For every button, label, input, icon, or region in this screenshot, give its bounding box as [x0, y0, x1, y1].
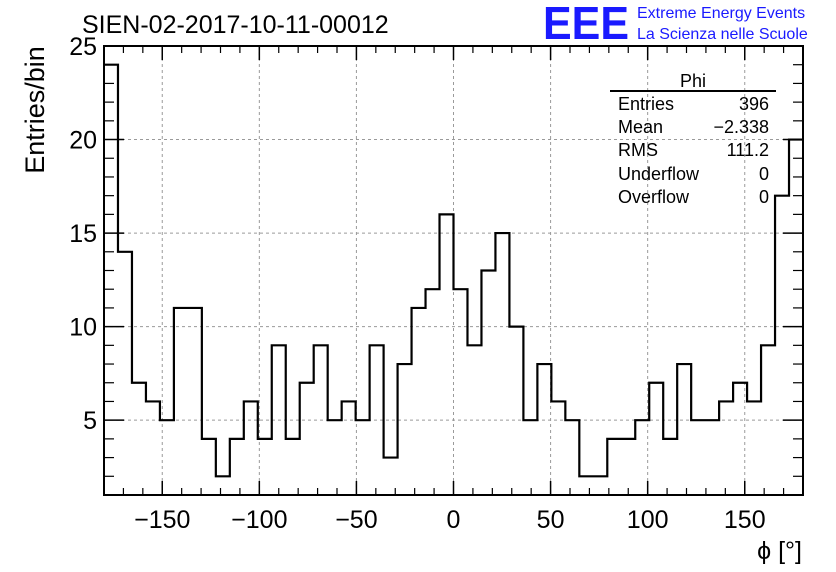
- stats-title: Phi: [680, 71, 706, 91]
- histogram-bin: [621, 439, 635, 495]
- y-tick-label: 25: [69, 33, 97, 61]
- histogram-bin: [258, 439, 272, 495]
- histogram-bin: [649, 383, 663, 495]
- histogram-bin: [789, 140, 803, 495]
- stats-value: −2.338: [713, 117, 769, 137]
- histogram-bin: [328, 420, 342, 495]
- plot-frame: [103, 45, 804, 496]
- y-tick-label: 15: [69, 220, 97, 248]
- histogram-bin: [384, 458, 398, 495]
- histogram-bin: [523, 420, 537, 495]
- histogram-bin: [132, 383, 146, 495]
- histogram-bin: [467, 345, 481, 495]
- x-tick-label: −150: [134, 506, 190, 534]
- histogram-bin: [272, 345, 286, 495]
- histogram-bin: [775, 196, 789, 495]
- histogram-bin: [509, 327, 523, 495]
- stats-label: Entries: [618, 94, 674, 114]
- histogram-bin: [356, 420, 370, 495]
- histogram-bin: [412, 308, 426, 495]
- histogram-bin: [160, 420, 174, 495]
- y-tick-label: 5: [83, 407, 97, 435]
- stats-value: 0: [759, 164, 769, 184]
- eee-logo: EEE: [543, 0, 629, 49]
- histogram-bin: [454, 289, 468, 495]
- histogram-bin: [593, 476, 607, 495]
- histogram-bin: [677, 364, 691, 495]
- histogram-bin: [216, 476, 230, 495]
- x-tick-label: 150: [724, 506, 766, 534]
- x-tick-label: −100: [231, 506, 287, 534]
- histogram-bin: [481, 271, 495, 496]
- histogram-bin: [174, 308, 188, 495]
- histogram-bin: [398, 364, 412, 495]
- grid: [104, 46, 803, 495]
- histogram-bin: [565, 420, 579, 495]
- histogram-bin: [440, 214, 454, 495]
- histogram-bin: [705, 420, 719, 495]
- stats-label: Underflow: [618, 164, 700, 184]
- histogram-bin: [635, 420, 649, 495]
- run-title: SIEN-02-2017-10-11-00012: [82, 11, 389, 39]
- histogram-bin: [314, 345, 328, 495]
- histogram-bin: [719, 401, 733, 495]
- stats-box: Phi Entries 396 Mean −2.338 RMS 111.2 Un…: [610, 71, 776, 207]
- histogram-bin: [244, 401, 258, 495]
- histogram-bin: [118, 252, 132, 495]
- histogram-bin: [747, 401, 761, 495]
- stats-label: Overflow: [618, 187, 690, 207]
- histogram-bins: [104, 65, 803, 495]
- histogram-bin: [607, 439, 621, 495]
- tick-labels: −150 −100 −50 0 50 100 150 5 10 15 20 25: [69, 33, 765, 534]
- stats-value: 396: [739, 94, 769, 114]
- y-tick-label: 10: [69, 314, 97, 342]
- y-axis-label: Entries/bin: [20, 46, 50, 174]
- y-tick-label: 20: [69, 127, 97, 155]
- histogram-outline: [104, 63, 803, 478]
- histogram-bin: [104, 65, 118, 495]
- histogram-bin: [551, 401, 565, 495]
- histogram-bin: [342, 401, 356, 495]
- histogram-bin: [426, 289, 440, 495]
- histogram-bin: [733, 383, 747, 495]
- brand-line-2: La Scienza nelle Scuole: [637, 26, 808, 43]
- histogram-bin: [286, 439, 300, 495]
- histogram-bin: [188, 308, 202, 495]
- histogram-bin: [537, 364, 551, 495]
- histogram-bin: [370, 345, 384, 495]
- histogram-bin: [300, 383, 314, 495]
- x-tick-label: 50: [537, 506, 565, 534]
- stats-label: Mean: [618, 117, 663, 137]
- stats-value: 111.2: [727, 140, 769, 160]
- x-tick-label: 100: [627, 506, 669, 534]
- histogram-bin: [691, 420, 705, 495]
- stats-value: 0: [759, 187, 769, 207]
- x-tick-label: −50: [335, 506, 377, 534]
- brand-line-1: Extreme Energy Events: [637, 5, 805, 22]
- histogram-bin: [761, 345, 775, 495]
- histogram-bin: [146, 401, 160, 495]
- histogram-bin: [202, 439, 216, 495]
- histogram-bin: [579, 476, 593, 495]
- histogram-bin: [663, 439, 677, 495]
- stats-label: RMS: [618, 140, 658, 160]
- x-tick-label: 0: [447, 506, 461, 534]
- x-axis-label: ϕ [°]: [757, 537, 802, 565]
- histogram-bin: [230, 439, 244, 495]
- histogram-bin: [495, 233, 509, 495]
